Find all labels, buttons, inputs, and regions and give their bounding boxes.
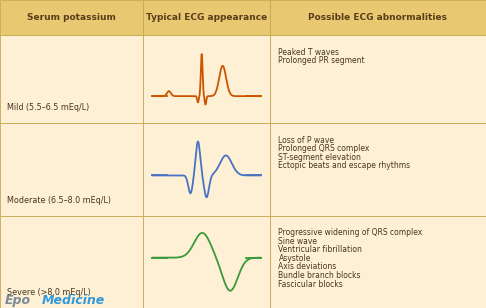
Text: Loss of P wave: Loss of P wave: [278, 136, 334, 144]
Text: Ectopic beats and escape rhythms: Ectopic beats and escape rhythms: [278, 161, 411, 170]
Text: Medicine: Medicine: [41, 294, 104, 307]
Bar: [0, 0, 143, 35]
Text: Bundle branch blocks: Bundle branch blocks: [278, 271, 361, 280]
Text: Severe (>8.0 mEq/L): Severe (>8.0 mEq/L): [7, 288, 91, 297]
Text: ST-segment elevation: ST-segment elevation: [278, 153, 362, 162]
Text: Peaked T waves: Peaked T waves: [278, 48, 340, 57]
Text: Ventricular fibrillation: Ventricular fibrillation: [278, 245, 363, 254]
Bar: [143, 0, 270, 35]
Bar: [0, 123, 143, 216]
Text: Prolonged PR segment: Prolonged PR segment: [278, 56, 365, 65]
Text: Sine wave: Sine wave: [278, 237, 317, 245]
Bar: [270, 123, 486, 216]
Bar: [0, 216, 143, 308]
Text: Mild (5.5–6.5 mEq/L): Mild (5.5–6.5 mEq/L): [7, 103, 89, 112]
Text: Axis deviations: Axis deviations: [278, 262, 337, 271]
Bar: [143, 216, 270, 308]
Text: Typical ECG appearance: Typical ECG appearance: [146, 13, 267, 22]
Text: Fascicular blocks: Fascicular blocks: [278, 280, 343, 289]
Bar: [143, 35, 270, 123]
Text: Serum potassium: Serum potassium: [27, 13, 116, 22]
Text: Progressive widening of QRS complex: Progressive widening of QRS complex: [278, 228, 423, 237]
Text: Prolonged QRS complex: Prolonged QRS complex: [278, 144, 370, 153]
Bar: [0, 35, 143, 123]
Bar: [270, 216, 486, 308]
Text: Epo: Epo: [5, 294, 31, 307]
Bar: [270, 35, 486, 123]
Bar: [270, 0, 486, 35]
Text: Asystole: Asystole: [278, 254, 311, 263]
Text: Moderate (6.5–8.0 mEq/L): Moderate (6.5–8.0 mEq/L): [7, 196, 111, 205]
Bar: [143, 123, 270, 216]
Text: Possible ECG abnormalities: Possible ECG abnormalities: [308, 13, 448, 22]
